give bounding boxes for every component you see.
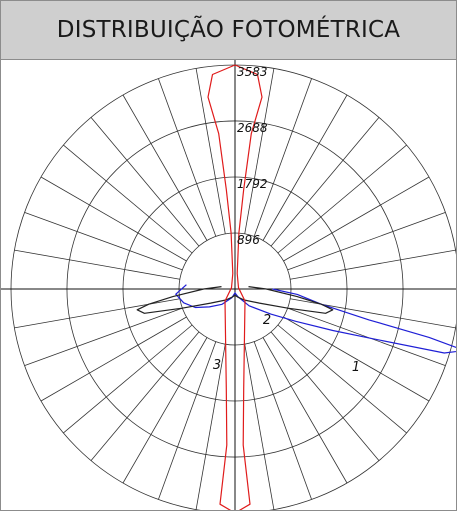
grid-spoke [63,144,193,254]
grid-spoke [90,117,200,247]
grid-spoke [244,344,275,510]
ring-label-896: 896 [237,233,260,247]
grid-spoke [287,212,446,271]
grid-spoke [244,68,275,234]
grid-spoke [262,94,348,241]
chart-labels: 896 1792 2688 3583 1 2 3 [213,65,360,375]
intensity-curves [136,64,456,510]
curve-2 [136,286,334,314]
grid-spoke [262,337,348,484]
grid-spoke [158,78,217,237]
grid-spoke [158,341,217,500]
grid-spoke [253,341,312,500]
curve-1 [175,284,456,354]
grid-spoke [122,337,208,484]
ring-label-3583: 3583 [237,65,268,79]
grid-spoke [270,117,380,247]
curve-label-3: 3 [213,358,221,373]
grid-spoke [24,307,183,366]
grid-spoke [122,94,208,241]
grid-spoke [270,331,380,461]
grid-ring [10,64,456,510]
polar-grid [1,60,456,510]
grid-spoke [63,324,193,434]
grid-spoke [277,144,407,254]
grid-spoke [40,316,187,402]
curve-3 [207,64,263,510]
polar-chart: 896 1792 2688 3583 1 2 3 [1,60,456,510]
curve-label-1: 1 [352,360,360,375]
grid-spoke [290,298,456,329]
curve-label-2: 2 [263,313,271,328]
grid-spoke [90,331,200,461]
grid-spoke [24,212,183,271]
grid-spoke [290,249,456,280]
header-bar: DISTRIBUIÇÃO FOTOMÉTRICA [1,1,456,60]
grid-spoke [14,249,180,280]
grid-spoke [253,78,312,237]
ring-label-2688: 2688 [237,121,268,135]
grid-spoke [277,324,407,434]
grid-spoke [283,176,430,262]
grid-spoke [195,68,226,234]
chart-title: DISTRIBUIÇÃO FOTOMÉTRICA [56,17,401,43]
grid-spoke [195,344,226,510]
grid-spoke [283,316,430,402]
ring-label-1792: 1792 [237,177,268,191]
grid-spoke [40,176,187,262]
grid-spoke [14,298,180,329]
